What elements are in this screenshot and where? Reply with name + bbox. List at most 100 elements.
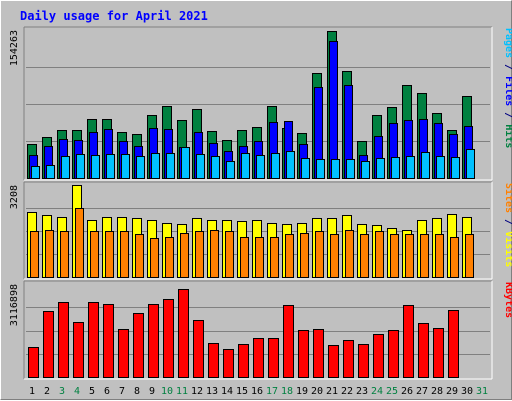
bar-pages-day-21 <box>331 159 340 179</box>
bar-kbytes-day-1 <box>28 347 39 378</box>
bar-kbytes-day-9 <box>148 304 159 378</box>
bar-pages-day-5 <box>91 155 100 179</box>
bar-kbytes-day-17 <box>268 338 279 378</box>
bar-sites-day-13 <box>210 230 219 278</box>
bar-kbytes-day-16 <box>253 338 264 378</box>
x-tick-label-day-1: 1 <box>29 386 35 397</box>
bar-pages-day-18 <box>286 151 295 179</box>
bar-pages-day-12 <box>196 154 205 179</box>
axis-title-part: / <box>503 213 512 231</box>
bar-sites-day-23 <box>360 234 369 278</box>
x-tick-label-day-11: 11 <box>176 386 188 397</box>
x-tick-label-day-30: 30 <box>461 386 473 397</box>
bar-sites-day-9 <box>150 238 159 278</box>
x-tick-label-day-18: 18 <box>281 386 293 397</box>
bar-pages-day-19 <box>301 158 310 179</box>
bar-kbytes-day-6 <box>103 304 114 378</box>
bar-kbytes-day-25 <box>388 330 399 378</box>
bar-pages-day-15 <box>241 153 250 179</box>
bar-kbytes-day-23 <box>358 344 369 378</box>
bar-sites-day-2 <box>45 230 54 278</box>
bar-sites-day-22 <box>345 230 354 278</box>
panel-kbytes-axis-title: KBytes <box>503 282 512 318</box>
bar-sites-day-5 <box>90 231 99 278</box>
x-tick-label-day-8: 8 <box>134 386 140 397</box>
axis-title-part: Hits <box>503 124 512 148</box>
x-tick-label-day-16: 16 <box>251 386 263 397</box>
panel-kbytes-ymax-label: 3116898 <box>9 284 20 326</box>
axis-title-part: Visits <box>503 231 512 267</box>
bar-kbytes-day-13 <box>208 343 219 378</box>
x-tick-label-day-22: 22 <box>341 386 353 397</box>
bar-pages-day-29 <box>451 157 460 179</box>
bar-pages-day-27 <box>421 152 430 179</box>
bar-pages-day-23 <box>361 161 370 179</box>
x-tick-label-day-26: 26 <box>401 386 413 397</box>
x-tick-label-day-7: 7 <box>119 386 125 397</box>
bar-sites-day-14 <box>225 231 234 278</box>
x-tick-label-day-20: 20 <box>311 386 323 397</box>
bar-sites-day-4 <box>75 208 84 278</box>
x-tick-label-day-15: 15 <box>236 386 248 397</box>
bar-pages-day-8 <box>136 156 145 179</box>
bar-kbytes-day-4 <box>73 322 84 378</box>
bar-pages-day-16 <box>256 155 265 179</box>
axis-title-part: Sites <box>503 183 512 213</box>
bar-sites-day-28 <box>435 234 444 278</box>
bar-sites-day-8 <box>135 234 144 278</box>
x-tick-label-day-12: 12 <box>191 386 203 397</box>
panel-hits-files-pages-axis-title: Pages / Files / Hits <box>503 28 512 148</box>
bar-kbytes-day-29 <box>448 310 459 378</box>
x-tick-label-day-23: 23 <box>356 386 368 397</box>
bar-pages-day-3 <box>61 156 70 179</box>
bar-pages-day-7 <box>121 154 130 179</box>
x-tick-label-day-10: 10 <box>161 386 173 397</box>
x-tick-label-day-27: 27 <box>416 386 428 397</box>
bar-sites-day-18 <box>285 234 294 278</box>
bar-sites-day-30 <box>465 234 474 278</box>
bar-files-day-21 <box>329 41 338 179</box>
axis-title-part: KBytes <box>503 282 512 318</box>
bar-pages-day-4 <box>76 154 85 179</box>
axis-title-part: / <box>503 58 512 76</box>
bar-sites-day-26 <box>405 234 414 278</box>
bar-pages-day-11 <box>181 147 190 179</box>
x-tick-label-day-24: 24 <box>371 386 383 397</box>
bar-kbytes-day-27 <box>418 323 429 378</box>
bar-sites-day-27 <box>420 234 429 278</box>
x-tick-label-day-6: 6 <box>104 386 110 397</box>
bar-pages-day-26 <box>406 156 415 179</box>
bar-sites-day-24 <box>375 231 384 278</box>
x-tick-label-day-28: 28 <box>431 386 443 397</box>
x-tick-label-day-19: 19 <box>296 386 308 397</box>
bar-sites-day-29 <box>450 237 459 278</box>
bar-sites-day-16 <box>255 237 264 278</box>
bar-sites-day-11 <box>180 233 189 278</box>
bar-pages-day-9 <box>151 153 160 179</box>
axis-title-part: / <box>503 106 512 124</box>
bar-sites-day-19 <box>300 233 309 278</box>
bar-kbytes-day-10 <box>163 299 174 378</box>
panel-hits-files-pages-ymax-label: 154263 <box>9 30 20 66</box>
x-tick-label-day-13: 13 <box>206 386 218 397</box>
bar-sites-day-1 <box>30 231 39 278</box>
bar-kbytes-day-3 <box>58 302 69 378</box>
bar-kbytes-day-12 <box>193 320 204 378</box>
x-tick-label-day-21: 21 <box>326 386 338 397</box>
bar-pages-day-30 <box>466 149 475 179</box>
bar-kbytes-day-24 <box>373 334 384 378</box>
panel-visits-sites-axis-title: Sites / Visits <box>503 183 512 267</box>
bar-pages-day-28 <box>436 156 445 179</box>
bar-pages-day-22 <box>346 159 355 179</box>
panel-visits-sites-ymax-label: 3208 <box>9 185 20 209</box>
bar-pages-day-14 <box>226 161 235 179</box>
bar-kbytes-day-14 <box>223 349 234 378</box>
bar-sites-day-3 <box>60 231 69 278</box>
chart-title: Daily usage for April 2021 <box>20 9 208 23</box>
x-tick-label-day-9: 9 <box>149 386 155 397</box>
bar-pages-day-24 <box>376 158 385 179</box>
bar-pages-day-17 <box>271 153 280 179</box>
bar-pages-day-2 <box>46 165 55 179</box>
